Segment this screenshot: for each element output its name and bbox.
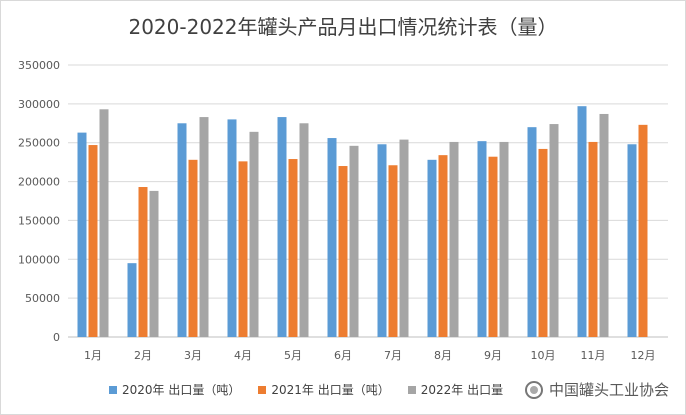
- x-tick-label: 10月: [531, 349, 556, 362]
- y-tick-label: 250000: [18, 137, 60, 150]
- bar: [88, 145, 98, 337]
- bar: [577, 106, 587, 337]
- bar: [77, 132, 87, 337]
- bar: [238, 161, 248, 337]
- y-tick-label: 50000: [25, 292, 60, 305]
- chart-title: 2020-2022年罐头产品月出口情况统计表（量）: [128, 15, 558, 39]
- legend-swatch: [109, 385, 117, 394]
- bar: [427, 159, 437, 337]
- bar: [127, 263, 137, 337]
- bar: [338, 166, 348, 337]
- legend-label: 2020年 出口量（吨）: [122, 383, 241, 397]
- x-tick-label: 3月: [184, 349, 202, 362]
- x-tick-label: 1月: [84, 349, 102, 362]
- y-tick-label: 350000: [18, 59, 60, 72]
- legend-swatch: [407, 385, 416, 394]
- bar: [399, 139, 409, 337]
- y-tick-label: 100000: [18, 253, 60, 266]
- x-tick-label: 7月: [384, 349, 402, 362]
- bar: [188, 159, 198, 337]
- legend-item: 2021年 出口量（吨）: [258, 381, 390, 398]
- bar: [249, 131, 259, 337]
- y-tick-label: 300000: [18, 98, 60, 111]
- chart-legend: 2020年 出口量（吨） 2021年 出口量（吨） 2022年 出口量: [109, 381, 503, 398]
- legend-item: 2022年 出口量: [407, 381, 504, 398]
- bar: [538, 148, 548, 337]
- x-tick-label: 9月: [484, 349, 502, 362]
- x-tick-label: 6月: [334, 349, 352, 362]
- bar: [199, 117, 209, 337]
- bar: [327, 138, 337, 337]
- bar: [627, 144, 637, 337]
- bar: [277, 117, 287, 337]
- legend-swatch: [258, 385, 267, 394]
- bar: [527, 127, 537, 338]
- x-tick-label: 5月: [284, 349, 302, 362]
- bar: [149, 190, 159, 337]
- bar: [488, 156, 498, 337]
- bar: [438, 155, 448, 337]
- x-tick-label: 2月: [134, 349, 152, 362]
- bar: [99, 109, 109, 337]
- y-tick-label: 150000: [18, 214, 60, 227]
- bar: [138, 187, 148, 337]
- bar: [549, 124, 559, 337]
- legend-label: 2021年 出口量（吨）: [271, 383, 390, 397]
- bar: [177, 123, 187, 338]
- wechat-public-account-icon: [524, 380, 543, 399]
- legend-item: 2020年 出口量（吨）: [109, 381, 240, 398]
- bar: [449, 141, 459, 337]
- x-tick-label: 8月: [434, 349, 452, 362]
- y-tick-label: 0: [53, 331, 60, 344]
- x-tick-label: 12月: [631, 349, 656, 362]
- bar: [388, 165, 398, 337]
- bar: [588, 141, 598, 337]
- bar: [477, 141, 487, 337]
- bar: [299, 123, 309, 338]
- y-tick-label: 200000: [18, 176, 60, 189]
- x-tick-label: 11月: [581, 349, 606, 362]
- bar: [499, 141, 509, 337]
- bar: [377, 144, 387, 337]
- watermark-text: 中国罐头工业协会: [548, 381, 669, 399]
- bar: [227, 119, 237, 338]
- bar: [638, 124, 648, 337]
- watermark: 中国罐头工业协会: [520, 377, 673, 402]
- bar: [288, 159, 298, 337]
- bar: [349, 145, 359, 337]
- legend-label: 2022年 出口量: [420, 383, 504, 397]
- bar: [599, 113, 609, 338]
- x-tick-label: 4月: [234, 349, 252, 362]
